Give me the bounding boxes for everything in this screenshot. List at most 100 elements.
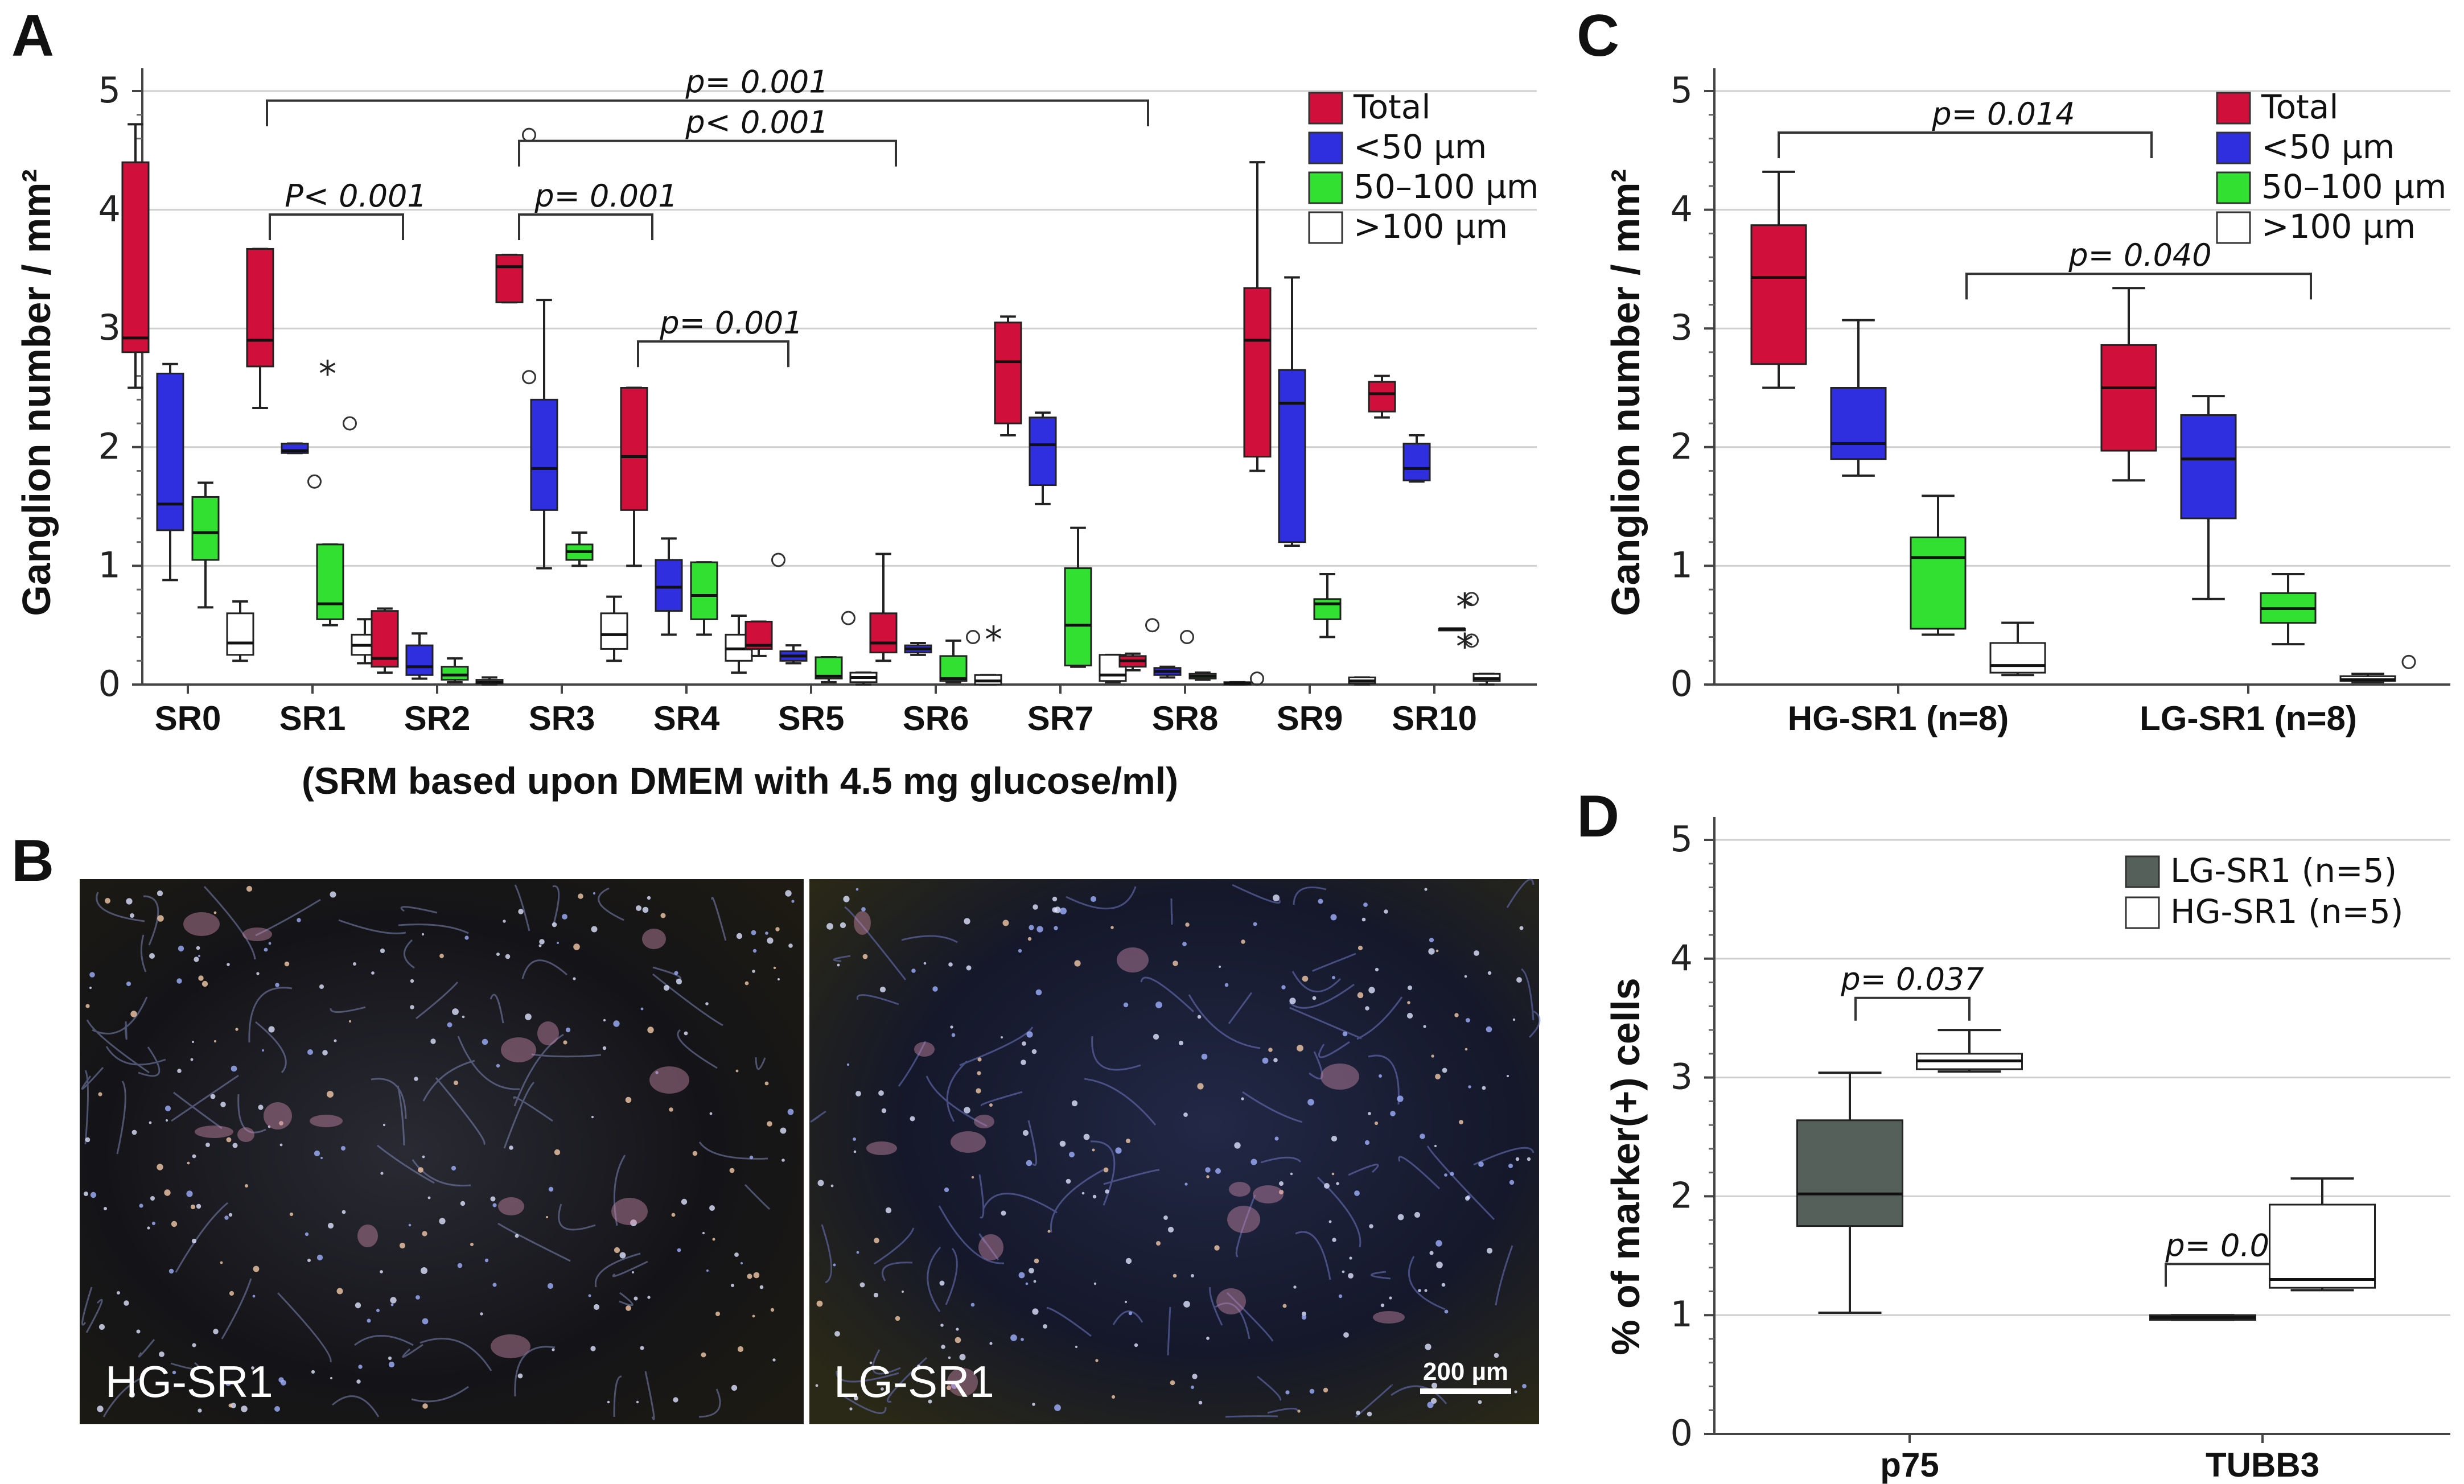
panel-d-y-axis-label: % of marker(+) cells xyxy=(1603,978,1648,1355)
cell-dot xyxy=(421,1267,427,1274)
cell-dot xyxy=(1508,1164,1513,1168)
box-p75-s0 xyxy=(1796,1071,1903,1314)
cell-dot xyxy=(205,1143,210,1147)
box-iqr xyxy=(121,161,150,353)
bracket-total: p= 0.014 xyxy=(1778,96,2153,159)
cell-dot xyxy=(220,1261,223,1264)
cell-dot xyxy=(1522,1384,1527,1388)
cell-dot xyxy=(1026,1031,1033,1038)
cell-dot xyxy=(177,1069,182,1073)
panel-d-legend: LG-SR1 (n=5)HG-SR1 (n=5) xyxy=(2125,851,2403,931)
cell-dot xyxy=(505,954,511,959)
category-label: SR7 xyxy=(1027,699,1094,737)
bracket-line xyxy=(266,99,1149,126)
box-hg-sr1-n-8--s0 xyxy=(1750,170,1807,389)
cell-dot xyxy=(399,1242,406,1249)
y-tick-label: 1 xyxy=(1671,1293,1693,1335)
cell-dot xyxy=(636,905,641,911)
cell-dot xyxy=(1307,1099,1314,1106)
cell-dot xyxy=(1478,1400,1482,1404)
cell-dot xyxy=(447,1022,453,1028)
cell-dot xyxy=(129,1391,135,1398)
cell-dot xyxy=(1380,1303,1385,1308)
cell-dot xyxy=(150,1196,155,1201)
cell-dot xyxy=(777,978,780,981)
cell-dot xyxy=(1081,1192,1085,1195)
box-sr4-s1 xyxy=(655,537,683,636)
box-iqr xyxy=(600,612,628,650)
cell-dot xyxy=(834,1331,840,1337)
cell-dot xyxy=(1324,1183,1330,1189)
box-sr6-s0 xyxy=(869,553,898,662)
legend-label: Total xyxy=(2261,88,2338,126)
cell-dot xyxy=(671,1213,676,1217)
cell-dot xyxy=(1273,894,1280,901)
box-tubb3-s0 xyxy=(2149,1314,2256,1321)
box-sr3-s0 xyxy=(495,127,536,385)
box-sr6-s2 xyxy=(939,630,980,683)
cell-dot xyxy=(1179,1041,1183,1045)
cell-dot xyxy=(603,1019,606,1022)
cell-dot xyxy=(1115,1147,1122,1154)
cell-dot xyxy=(1349,1256,1352,1260)
box-sr10-s2 xyxy=(1438,592,1479,648)
cell-dot xyxy=(940,1324,944,1327)
cell-dot xyxy=(307,1259,311,1262)
cell-dot xyxy=(1361,917,1366,922)
cell-dot xyxy=(1435,1240,1442,1247)
ganglion-cluster xyxy=(183,912,220,936)
cell-dot xyxy=(859,1282,865,1288)
cell-dot xyxy=(490,1196,496,1202)
cell-dot xyxy=(388,1356,392,1361)
cell-dot xyxy=(964,918,970,925)
cell-dot xyxy=(1183,1301,1190,1308)
ganglion-cluster xyxy=(642,929,666,949)
cell-dot xyxy=(1224,983,1229,987)
cell-dot xyxy=(941,1345,945,1349)
cell-dot xyxy=(131,1130,137,1135)
cell-dot xyxy=(578,893,583,899)
box-iqr xyxy=(939,655,968,682)
cell-dot xyxy=(454,1081,458,1085)
cell-dot xyxy=(457,1263,463,1268)
cell-dot xyxy=(1234,1142,1241,1149)
y-tick-label: 1 xyxy=(98,544,121,586)
cell-dot xyxy=(1155,1001,1162,1008)
cell-dot xyxy=(989,1103,993,1107)
outlier-point xyxy=(966,630,980,645)
y-tick-label: 2 xyxy=(1671,1174,1693,1216)
cell-dot xyxy=(1357,992,1364,999)
cell-dot xyxy=(245,1184,248,1188)
cell-dot xyxy=(1241,939,1245,944)
cell-dot xyxy=(773,966,776,970)
category-label: SR3 xyxy=(529,699,595,737)
box-iqr xyxy=(530,398,558,511)
cell-dot xyxy=(964,1107,970,1114)
y-tick-label: 2 xyxy=(1671,426,1693,467)
cell-dot xyxy=(258,1104,264,1110)
cell-dot xyxy=(262,1049,264,1052)
cell-dot xyxy=(785,890,792,897)
cell-dot xyxy=(518,909,524,914)
cell-dot xyxy=(1184,1182,1188,1186)
cell-dot xyxy=(1375,967,1379,972)
cell-dot xyxy=(1021,1060,1026,1065)
panel-d-gridlines xyxy=(1714,839,2450,1316)
bracket-sr1-sr8: p= 0.001 xyxy=(266,64,1149,126)
cell-dot xyxy=(619,1252,626,1259)
cell-dot xyxy=(1163,1215,1168,1220)
cell-dot xyxy=(1509,1180,1515,1185)
box-sr9-s3 xyxy=(1348,676,1376,686)
ganglion-cluster xyxy=(854,911,871,935)
cell-dot xyxy=(126,981,131,987)
cell-dot xyxy=(1365,1006,1369,1011)
cell-dot xyxy=(1095,1359,1099,1362)
cell-dot xyxy=(853,1395,859,1401)
cell-dot xyxy=(1424,1289,1428,1292)
cell-dot xyxy=(191,1238,197,1244)
cell-dot xyxy=(104,1207,107,1210)
cell-dot xyxy=(647,1027,654,1033)
cell-dot xyxy=(869,1361,873,1365)
cell-dot xyxy=(1297,1409,1301,1413)
